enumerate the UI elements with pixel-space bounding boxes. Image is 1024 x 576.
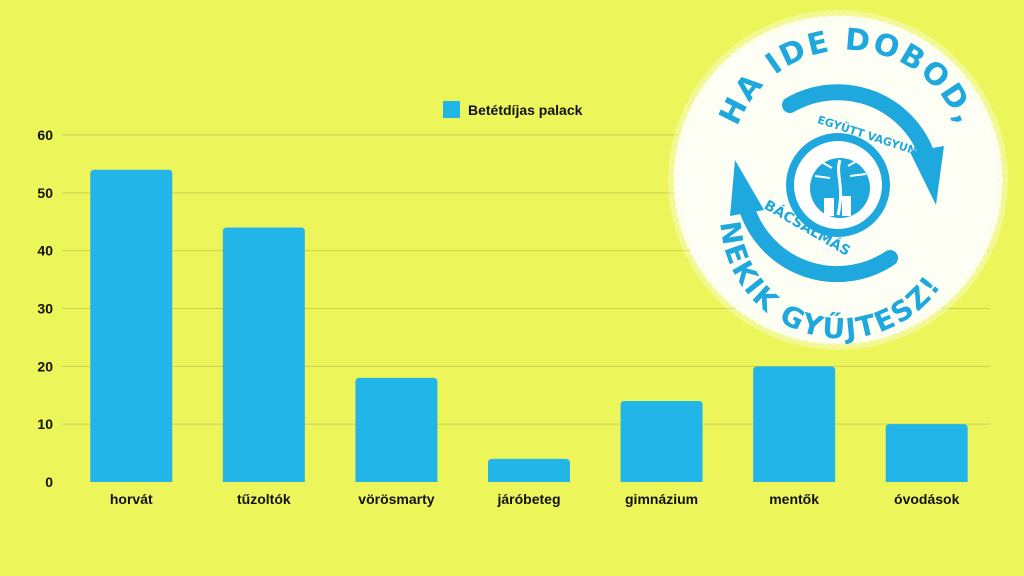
legend-swatch <box>443 101 460 118</box>
y-tick-label: 40 <box>37 243 53 259</box>
bars <box>90 169 968 482</box>
bar-2 <box>355 377 438 482</box>
legend-label: Betétdíjas palack <box>468 102 583 118</box>
legend: Betétdíjas palack <box>443 101 583 118</box>
y-tick-label: 30 <box>37 301 53 317</box>
x-tick-label: gimnázium <box>625 491 698 507</box>
bar-1 <box>222 227 305 482</box>
x-tick-label: horvát <box>110 491 153 507</box>
bar-0 <box>90 169 173 482</box>
y-tick-label: 20 <box>37 358 53 374</box>
y-tick-label: 60 <box>37 127 53 143</box>
x-tick-label: járóbeteg <box>496 491 560 507</box>
logo-emblem <box>786 133 890 237</box>
bar-5 <box>753 366 836 482</box>
y-tick-label: 10 <box>37 416 53 432</box>
y-tick-label: 0 <box>45 474 53 490</box>
x-tick-label: mentők <box>769 491 819 507</box>
bar-6 <box>885 424 968 482</box>
y-tick-label: 50 <box>37 185 53 201</box>
x-tick-label: tűzoltók <box>237 491 291 507</box>
bar-3 <box>488 458 570 482</box>
x-axis-ticks: horvát tűzoltók vörösmarty járóbeteg gimnázi… <box>110 491 960 507</box>
recycling-logo: HA IDE DOBOD, NEKIK GYŰJTESZ! EGYÜTT VAG… <box>668 10 1008 350</box>
x-tick-label: vörösmarty <box>358 491 434 507</box>
bar-4 <box>620 401 703 482</box>
recycle-arrows-icon <box>730 84 944 283</box>
y-axis-ticks: 0 10 20 30 40 50 60 <box>37 127 53 490</box>
x-tick-label: óvodások <box>894 491 960 507</box>
